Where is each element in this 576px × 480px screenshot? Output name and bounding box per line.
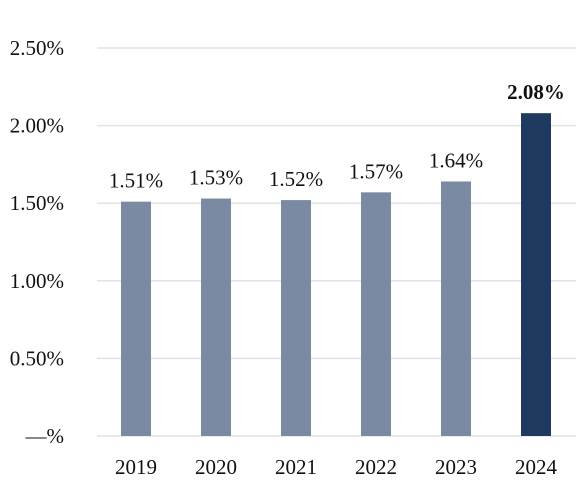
grid-lines xyxy=(97,47,576,437)
data-label-2022: 1.57% xyxy=(349,159,403,183)
data-label-2023: 1.64% xyxy=(429,148,483,172)
x-tick-label-2024: 2024 xyxy=(515,455,558,479)
bar-2022 xyxy=(361,192,391,436)
bar-2021 xyxy=(281,200,311,436)
bar-2023 xyxy=(441,181,471,436)
data-labels: 1.51% 1.53% 1.52% 1.57% 1.64% 2.08% xyxy=(109,80,565,192)
data-label-2019: 1.51% xyxy=(109,169,163,193)
y-tick-label: 2.00% xyxy=(10,114,64,138)
bars xyxy=(121,113,551,437)
bar-2024 xyxy=(521,113,551,437)
bar-2020 xyxy=(201,198,231,436)
y-tick-label: 0.50% xyxy=(10,346,64,370)
y-tick-label: 1.50% xyxy=(10,191,64,215)
x-tick-label-2020: 2020 xyxy=(195,455,237,479)
data-label-2024: 2.08% xyxy=(507,80,565,104)
y-tick-label: —% xyxy=(25,424,65,448)
x-tick-label-2022: 2022 xyxy=(355,455,397,479)
y-tick-label: 1.00% xyxy=(10,269,64,293)
data-label-2021: 1.52% xyxy=(269,167,323,191)
x-tick-label-2023: 2023 xyxy=(435,455,477,479)
x-tick-label-2021: 2021 xyxy=(275,455,317,479)
y-axis-tick-labels: —% 0.50% 1.00% 1.50% 2.00% 2.50% xyxy=(10,36,64,448)
x-axis-tick-labels: 2019 2020 2021 2022 2023 2024 xyxy=(115,455,558,479)
bar-2019 xyxy=(121,201,151,436)
data-label-2020: 1.53% xyxy=(189,166,243,190)
y-tick-label: 2.50% xyxy=(10,36,64,60)
x-tick-label-2019: 2019 xyxy=(115,455,157,479)
